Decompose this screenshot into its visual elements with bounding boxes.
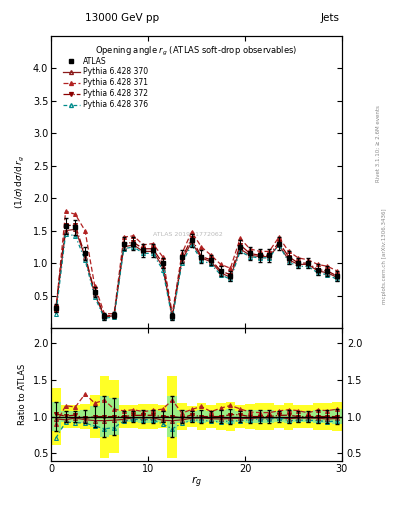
Text: ATLAS 2019_I1772062: ATLAS 2019_I1772062 bbox=[153, 231, 223, 238]
Y-axis label: Ratio to ATLAS: Ratio to ATLAS bbox=[18, 364, 28, 425]
Text: 13000 GeV pp: 13000 GeV pp bbox=[85, 13, 159, 23]
Text: Rivet 3.1.10; ≥ 2.6M events: Rivet 3.1.10; ≥ 2.6M events bbox=[376, 105, 380, 182]
Text: mcplots.cern.ch [arXiv:1306.3436]: mcplots.cern.ch [arXiv:1306.3436] bbox=[382, 208, 387, 304]
Y-axis label: $(1/\sigma)\,\mathrm{d}\sigma/\mathrm{d}\,r_g$: $(1/\sigma)\,\mathrm{d}\sigma/\mathrm{d}… bbox=[14, 155, 27, 209]
Text: Jets: Jets bbox=[321, 13, 340, 23]
Legend: ATLAS, Pythia 6.428 370, Pythia 6.428 371, Pythia 6.428 372, Pythia 6.428 376: ATLAS, Pythia 6.428 370, Pythia 6.428 37… bbox=[61, 54, 150, 112]
X-axis label: $r_g$: $r_g$ bbox=[191, 475, 202, 490]
Text: Opening angle $r_g$ (ATLAS soft-drop observables): Opening angle $r_g$ (ATLAS soft-drop obs… bbox=[95, 45, 298, 58]
